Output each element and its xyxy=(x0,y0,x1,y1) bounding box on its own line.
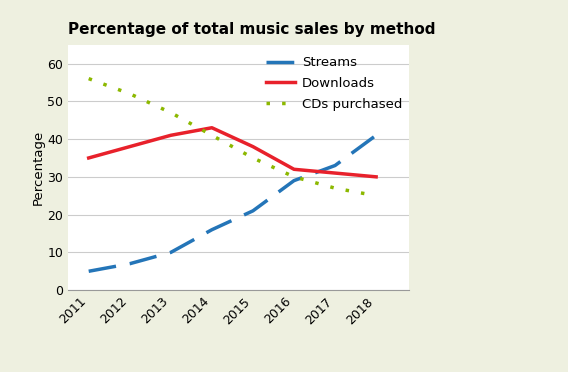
Downloads xyxy=(291,167,298,171)
Y-axis label: Percentage: Percentage xyxy=(31,130,44,205)
Text: Percentage of total music sales by method: Percentage of total music sales by metho… xyxy=(68,22,436,36)
CDs purchased xyxy=(332,186,339,190)
Line: CDs purchased: CDs purchased xyxy=(89,78,376,196)
CDs purchased xyxy=(85,76,92,81)
Downloads xyxy=(168,133,174,138)
Downloads xyxy=(208,125,215,130)
Streams xyxy=(168,250,174,254)
Streams xyxy=(85,269,92,273)
Line: Streams: Streams xyxy=(89,135,376,271)
Streams xyxy=(208,228,215,232)
Streams xyxy=(249,209,256,213)
Streams xyxy=(332,163,339,168)
Downloads xyxy=(332,171,339,175)
Streams xyxy=(291,179,298,183)
Downloads xyxy=(249,144,256,149)
CDs purchased xyxy=(249,156,256,160)
CDs purchased xyxy=(168,110,174,115)
Streams xyxy=(126,262,133,266)
CDs purchased xyxy=(208,133,215,138)
Downloads xyxy=(126,144,133,149)
Downloads xyxy=(373,174,379,179)
CDs purchased xyxy=(373,193,379,198)
Line: Downloads: Downloads xyxy=(89,128,376,177)
Streams xyxy=(373,133,379,138)
CDs purchased xyxy=(291,174,298,179)
CDs purchased xyxy=(126,92,133,96)
Downloads xyxy=(85,156,92,160)
Legend: Streams, Downloads, CDs purchased: Streams, Downloads, CDs purchased xyxy=(261,51,408,116)
